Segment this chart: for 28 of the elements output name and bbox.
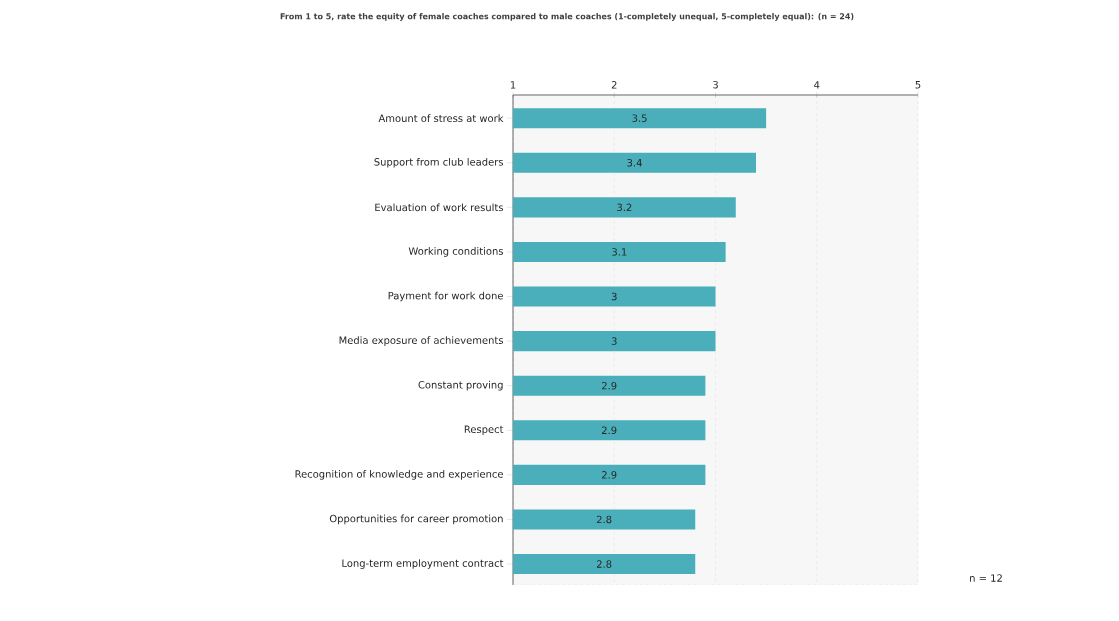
y-tick-label: Payment for work done (388, 291, 503, 302)
y-tick-label: Constant proving (418, 380, 503, 391)
x-tick-label: 4 (814, 81, 820, 89)
x-tick-label: 2 (611, 81, 617, 89)
data-label: 3.5 (632, 114, 647, 122)
y-tick-label: Recognition of knowledge and experience (295, 470, 503, 480)
data-label: 2.9 (602, 426, 617, 435)
data-label: 3.1 (612, 248, 627, 256)
y-tick-label: Working conditions (408, 247, 504, 257)
y-tick-label: Media exposure of achievements (339, 336, 504, 346)
text: n = 12 (970, 574, 1002, 582)
data-label: 2.8 (596, 560, 612, 568)
data-label: 2.9 (602, 381, 617, 390)
data-label: 2.9 (602, 471, 617, 479)
data-label: 3.2 (617, 203, 632, 212)
x-tick-label: 1 (510, 81, 516, 89)
data-label: 2.8 (596, 515, 612, 524)
x-tick-label: 3 (713, 80, 718, 89)
data-label: 3.4 (627, 158, 642, 167)
y-tick-label: Amount of stress at work (378, 114, 504, 123)
y-tick-label: Evaluation of work results (375, 203, 504, 212)
y-tick-label: Long-term employment contract (342, 559, 504, 569)
y-tick-label: Respect (464, 425, 504, 435)
x-tick-label: 5 (915, 81, 921, 89)
data-label: 3 (611, 292, 617, 301)
y-tick-label: Opportunities for career promotion (329, 514, 503, 525)
data-label: 3 (611, 337, 617, 345)
y-tick-label: Support from club leaders (374, 157, 504, 168)
